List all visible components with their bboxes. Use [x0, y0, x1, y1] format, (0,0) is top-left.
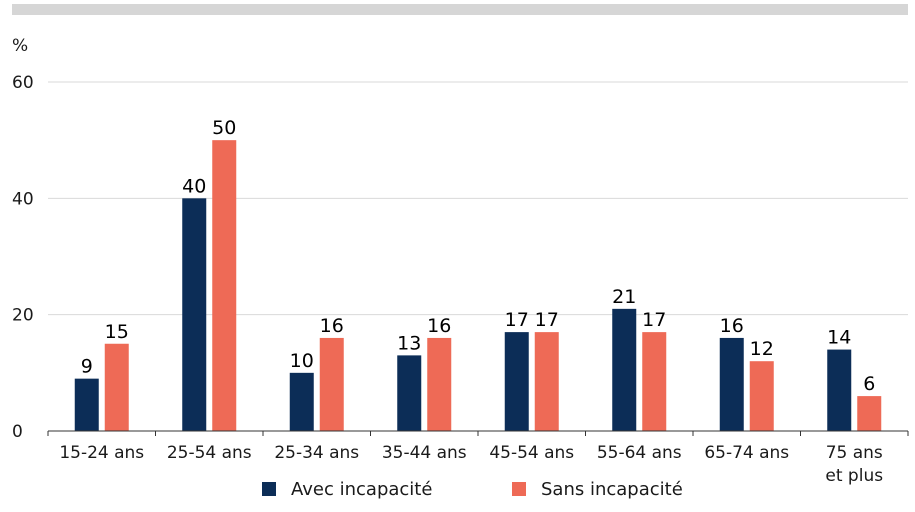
x-category-label: 25-34 ans	[274, 443, 359, 463]
bar	[504, 332, 529, 431]
legend-swatch	[262, 482, 276, 496]
bar	[612, 308, 637, 431]
data-label: 16	[720, 315, 744, 337]
x-category-label: 45-54 ans	[489, 443, 574, 463]
data-label: 15	[105, 321, 129, 343]
data-label: 14	[827, 327, 851, 349]
bar	[212, 140, 237, 431]
data-label: 16	[320, 315, 344, 337]
legend-swatch	[512, 482, 526, 496]
data-label: 17	[535, 309, 559, 331]
data-label: 50	[212, 117, 236, 139]
x-category-label: 35-44 ans	[382, 443, 467, 463]
bar	[719, 337, 744, 431]
data-label: 6	[863, 373, 875, 395]
x-axis-category-labels: 15-24 ans 25-54 ans 25-34 ans 35-44 ans 45-5…	[59, 443, 883, 486]
x-category-label: 65-74 ans	[704, 443, 789, 463]
y-axis-ticks: 0 20 40 60	[12, 73, 34, 442]
data-label: 21	[612, 286, 636, 308]
bars: 9 40 10 13 17 21 16 14 15 50 16 16 17 17 12 6	[74, 117, 882, 431]
y-tick-label: 20	[12, 306, 34, 326]
bar	[749, 361, 774, 431]
bar	[827, 349, 852, 431]
data-label: 40	[182, 175, 206, 197]
y-tick-label: 40	[12, 189, 34, 209]
bar	[104, 343, 129, 431]
legend-label: Avec incapacité	[291, 479, 432, 500]
y-axis-unit-label: %	[12, 36, 28, 56]
legend-label: Sans incapacité	[541, 479, 683, 500]
data-label: 9	[81, 356, 93, 378]
x-category-label: 15-24 ans	[59, 443, 144, 463]
data-label: 12	[750, 338, 774, 360]
bar	[182, 198, 207, 431]
data-label: 16	[427, 315, 451, 337]
x-category-label: 25-54 ans	[167, 443, 252, 463]
data-label: 17	[505, 309, 529, 331]
gridlines	[48, 81, 908, 316]
bar	[642, 332, 667, 431]
y-tick-label: 0	[12, 422, 23, 442]
bar	[319, 337, 344, 431]
bar	[397, 355, 422, 431]
bar	[534, 332, 559, 431]
legend: Avec incapacité Sans incapacité	[262, 479, 683, 500]
x-axis	[47, 430, 909, 436]
top-banner-bar	[12, 4, 908, 15]
x-category-label: 75 ans et plus	[825, 443, 883, 486]
data-label: 17	[642, 309, 666, 331]
bar	[857, 396, 882, 431]
bar	[289, 372, 314, 431]
data-label: 13	[397, 332, 421, 354]
data-label: 10	[290, 350, 314, 372]
bar	[427, 337, 452, 431]
bar	[74, 378, 99, 431]
y-tick-label: 60	[12, 73, 34, 93]
x-category-label: 55-64 ans	[597, 443, 682, 463]
